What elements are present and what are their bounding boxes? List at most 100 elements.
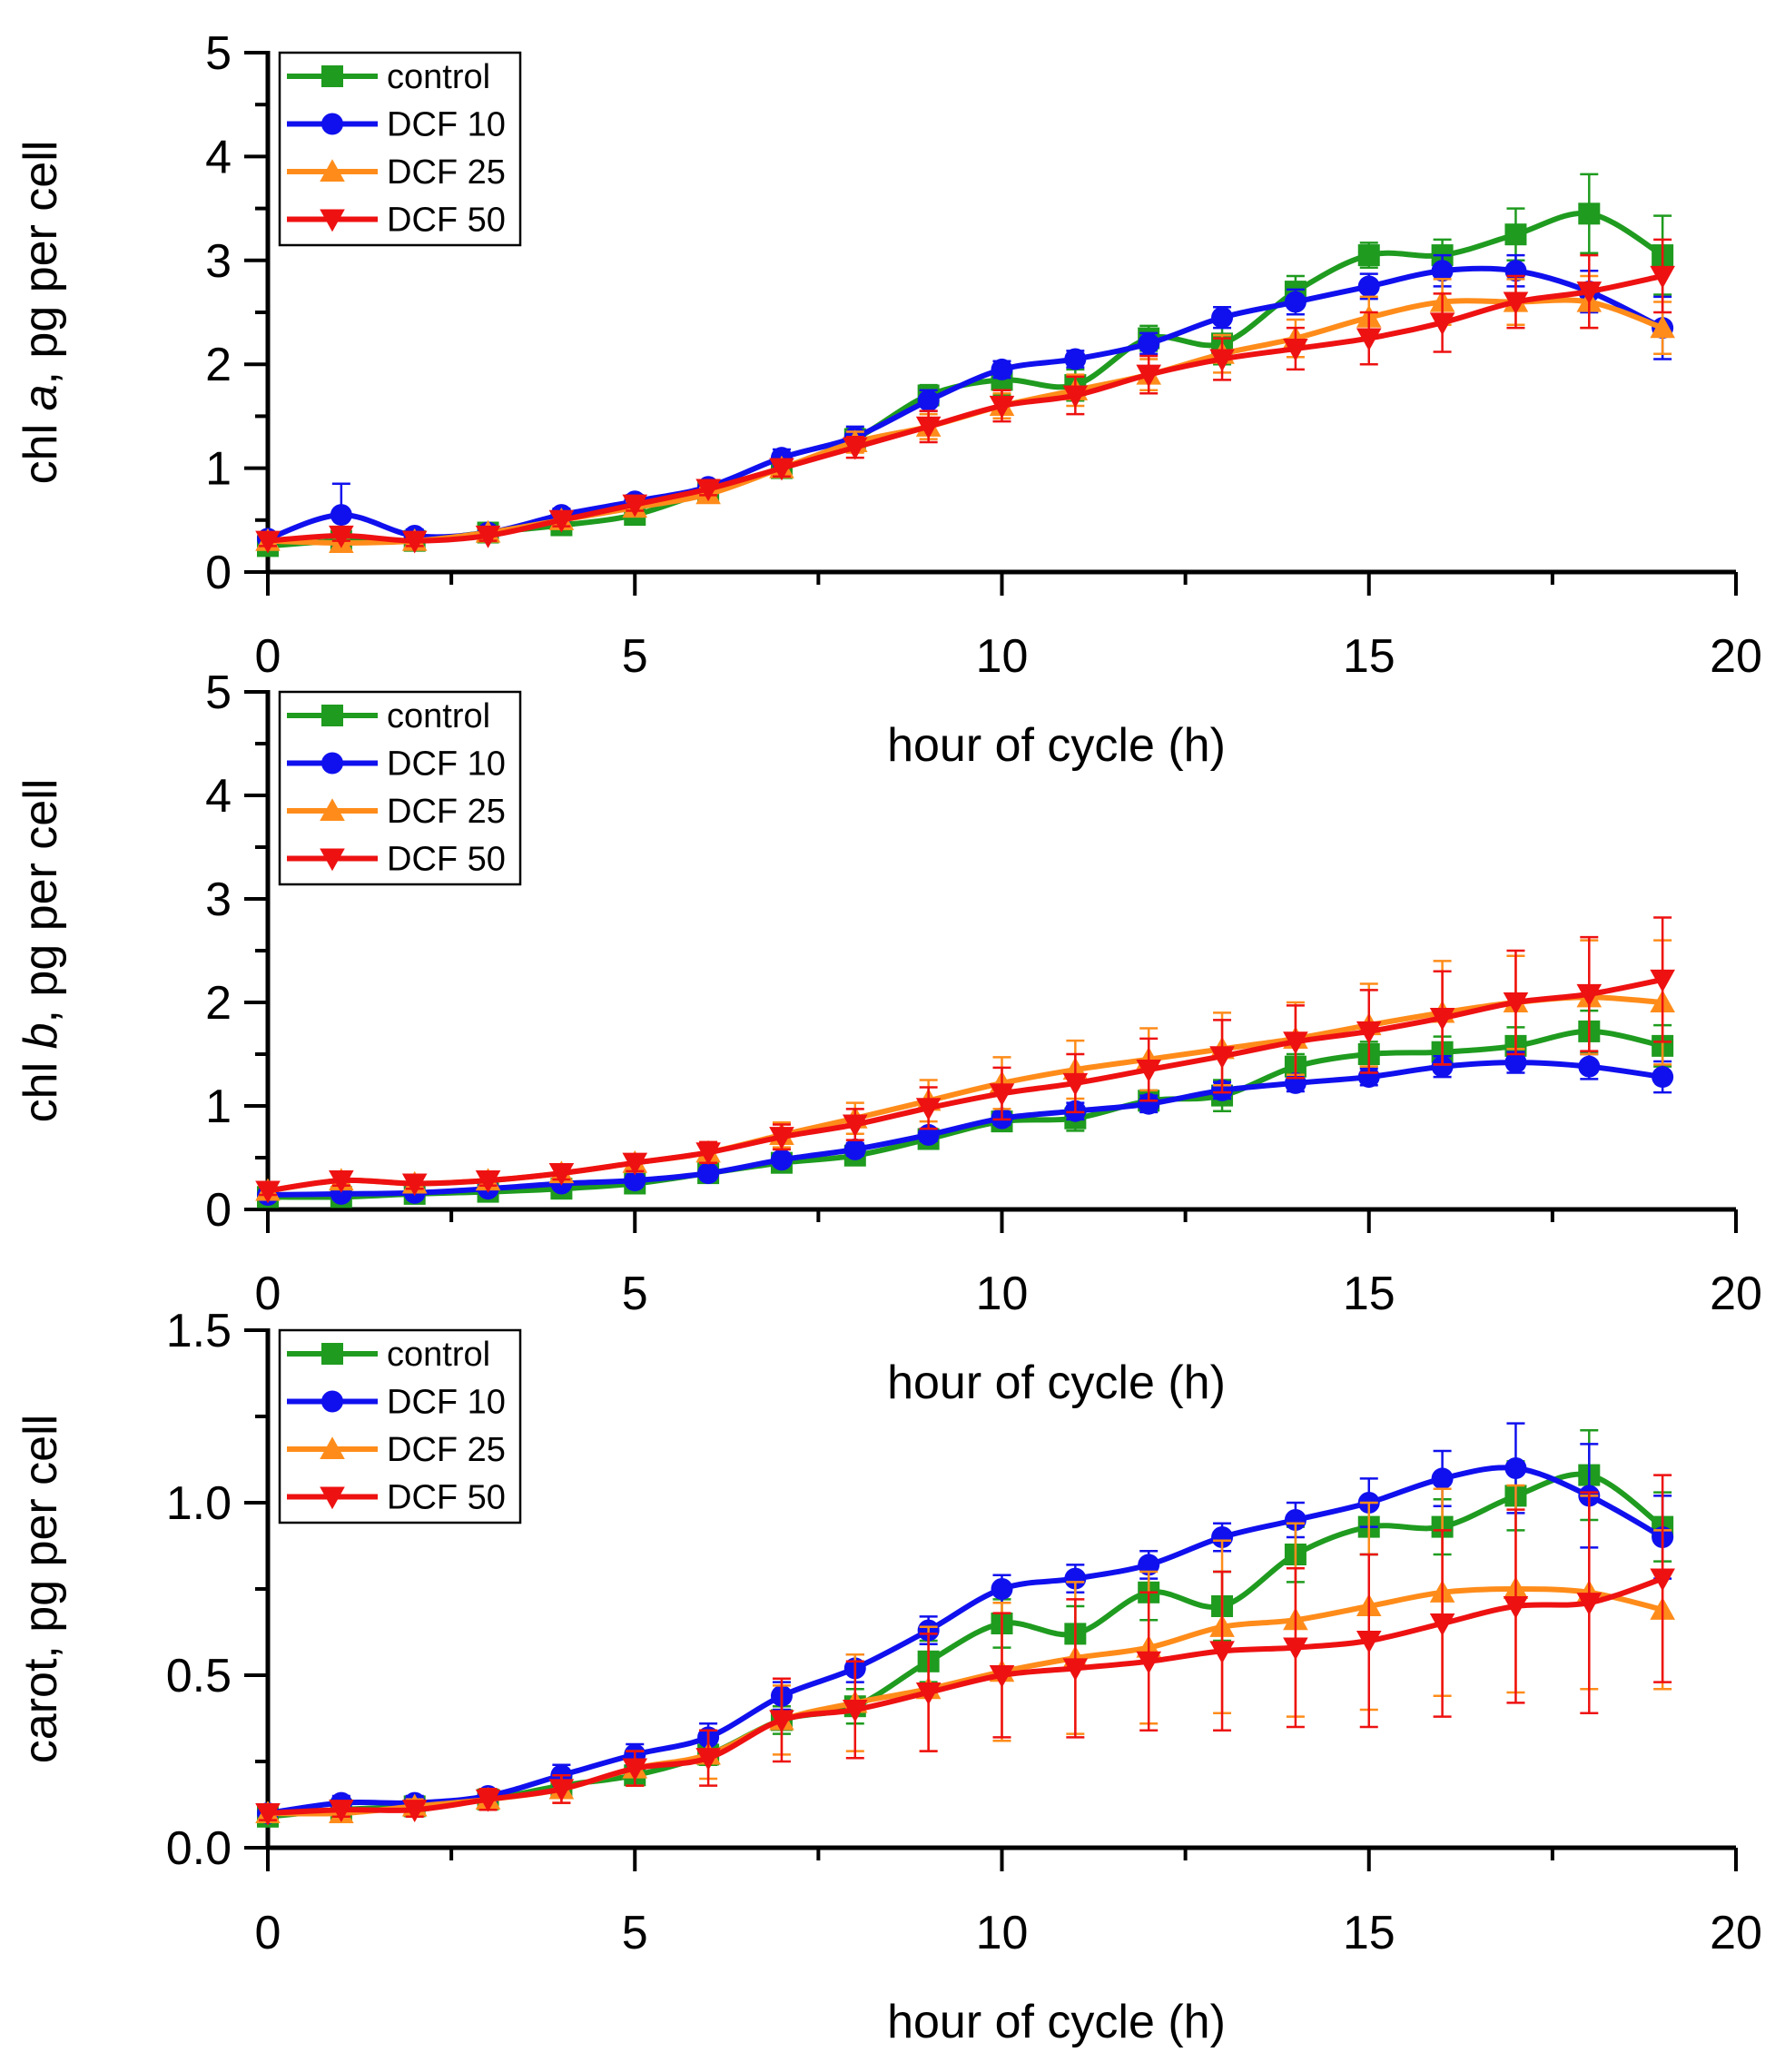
legend-label: control: [387, 697, 490, 735]
data-point: [255, 1802, 281, 1826]
data-point: [1136, 364, 1161, 388]
data-point: [622, 1152, 648, 1176]
data-point: [1356, 1630, 1382, 1653]
legend-swatch-marker: [321, 113, 343, 135]
legend-swatch-marker: [321, 65, 343, 87]
x-tick-label: 0: [255, 1268, 281, 1320]
y-tick-label: 2: [205, 977, 232, 1030]
legend: control DCF 10 DCF 25 DCF 50: [278, 690, 522, 886]
y-tick-label: 4: [205, 770, 232, 823]
data-point: [1503, 992, 1529, 1015]
data-point: [255, 1180, 281, 1204]
data-point: [1064, 348, 1087, 370]
data-point: [1283, 339, 1308, 361]
data-point: [1284, 291, 1307, 313]
legend-label: control: [387, 1336, 490, 1374]
data-point: [1504, 1051, 1527, 1074]
data-point: [769, 1127, 794, 1149]
y-tick-label: 1.0: [166, 1477, 232, 1530]
data-point: [255, 530, 281, 554]
data-point: [843, 1114, 868, 1138]
y-axis-title: chl a, pg per cell: [15, 141, 67, 485]
data-point: [1429, 1008, 1455, 1031]
data-point: [991, 358, 1013, 380]
legend-swatch-marker: [320, 159, 345, 183]
x-tick-label: 20: [1710, 1268, 1762, 1320]
data-point: [1283, 1031, 1308, 1055]
data-point: [401, 1173, 428, 1197]
legend-swatch-marker: [320, 798, 345, 822]
x-tick-label: 0: [255, 1907, 281, 1959]
data-point: [769, 1710, 794, 1733]
x-axis-title: hour of cycle (h): [887, 1357, 1226, 1409]
data-point: [548, 509, 575, 533]
data-point: [695, 479, 721, 502]
legend-label: DCF 50: [387, 202, 506, 240]
carot-panel: 0 5 10 15 20 0.0 0.5 1.0 1.5 hour of cycle (h) car…: [15, 1305, 1762, 2048]
data-point: [695, 1748, 721, 1771]
y-axis-title-suffix: , pg per cell: [15, 141, 67, 385]
data-point: [475, 525, 501, 548]
data-point: [1211, 306, 1234, 329]
series-dcf50: [255, 238, 1675, 554]
y-tick-label: 1: [205, 443, 232, 496]
data-point: [1211, 1526, 1234, 1548]
data-point: [475, 1789, 501, 1812]
data-point: [622, 1758, 648, 1781]
data-point: [915, 416, 942, 439]
data-point: [1209, 349, 1235, 372]
data-point: [1062, 385, 1089, 409]
y-axis-title-suffix: , pg per cell: [15, 779, 67, 1023]
legend-label: DCF 10: [387, 745, 506, 784]
data-point: [401, 1800, 428, 1822]
data-point: [1504, 223, 1527, 246]
y-axis-title: chl b, pg per cell: [15, 779, 67, 1123]
data-point: [1650, 1568, 1675, 1592]
data-point: [1576, 983, 1602, 1007]
data-point: [989, 395, 1015, 419]
data-point: [989, 1083, 1015, 1107]
legend: control DCF 10 DCF 25 DCF 50: [278, 51, 522, 247]
x-tick-label: 10: [976, 1907, 1029, 1959]
legend-swatch-marker: [321, 1390, 343, 1413]
legend-box: [278, 690, 522, 886]
y-tick-label: 3: [205, 873, 232, 926]
data-point: [624, 1169, 646, 1192]
series-dcf25: [255, 939, 1675, 1201]
legend-swatch-marker: [321, 705, 343, 726]
data-point: [989, 1664, 1015, 1688]
data-point: [917, 390, 940, 412]
data-point: [1503, 1595, 1529, 1619]
x-tick-label: 5: [622, 1907, 648, 1959]
data-point: [1578, 1055, 1601, 1078]
data-point: [1652, 1066, 1674, 1089]
series-dcf50: [255, 916, 1675, 1204]
y-tick-label: 0: [205, 1184, 232, 1237]
series-line: [266, 265, 1664, 542]
data-point: [991, 1578, 1013, 1600]
data-point: [843, 1138, 866, 1160]
x-axis-title: hour of cycle (h): [887, 719, 1226, 772]
data-point: [843, 1699, 868, 1722]
legend-swatch-marker: [320, 848, 345, 872]
chl-b-panel: 0 5 10 15 20 0 1 2 3 4 5 hour of cycle (h) chl b, pg…: [15, 666, 1762, 1409]
y-tick-label: 5: [205, 666, 232, 719]
data-point: [915, 1682, 942, 1705]
legend: control DCF 10 DCF 25 DCF 50: [278, 1328, 522, 1524]
legend-label: control: [387, 58, 490, 96]
data-point: [1578, 202, 1601, 225]
series-dcf50: [255, 1474, 1675, 1826]
data-point: [915, 1098, 942, 1121]
y-axis-title-italic: a: [15, 384, 67, 410]
series-line: [267, 1471, 1664, 1820]
data-point: [1136, 1651, 1161, 1674]
data-point: [1431, 260, 1454, 282]
data-point: [475, 1170, 501, 1193]
legend-label: DCF 10: [387, 106, 506, 144]
legend-label: DCF 50: [387, 1479, 506, 1517]
data-point: [1136, 1060, 1161, 1082]
legend-swatch-marker: [321, 1343, 343, 1365]
series-line: [267, 994, 1663, 1194]
data-point: [329, 1800, 354, 1822]
